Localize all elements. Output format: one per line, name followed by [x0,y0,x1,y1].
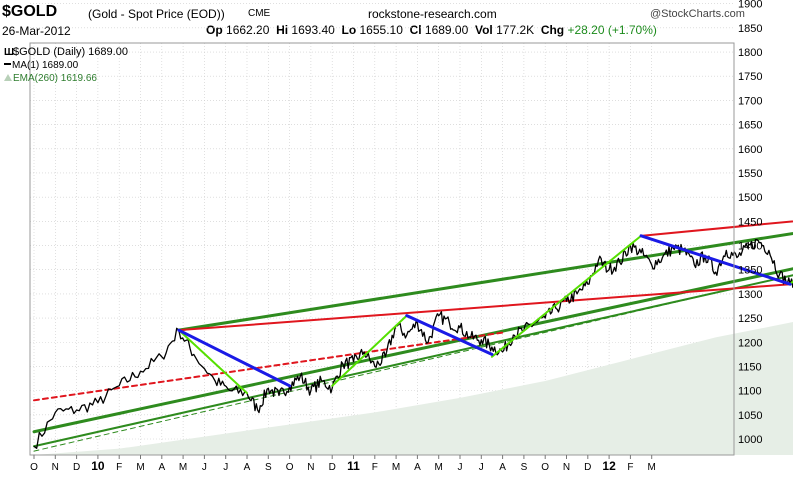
open-label: Op [206,23,223,37]
ema-area [34,322,793,455]
chart-date: 26-Mar-2012 [2,24,71,38]
y-tick-label: 1900 [738,0,762,11]
green_light-trend-line [177,329,248,395]
x-tick-label: N [563,462,570,473]
chg-value: +28.20 (+1.70%) [567,23,657,37]
vol-value: 177.2K [496,23,535,37]
legend-ma: MA(1) 1689.00 [12,60,79,71]
y-tick-label: 1500 [738,192,762,204]
x-tick-label: J [479,462,484,473]
trend-lines-front [177,234,793,395]
x-tick-label: M [136,462,144,473]
legend-glyph-icon: Ш [4,47,14,58]
y-tick-label: 1450 [738,216,762,228]
green_light-trend-line [331,314,408,387]
blue-trend-line [177,328,292,388]
exchange-label: CME [248,8,271,19]
y-tick-label: 1300 [738,289,762,301]
x-tick-label: F [627,462,633,473]
ema-fill [34,322,793,455]
y-axis: 1000 1050 1100 1150 1200 1250 1300 1350 1400 1450… [738,0,762,446]
x-tick-label: M [435,462,443,473]
red-trend-line [33,331,504,402]
green_light-trend-line [490,234,643,358]
x-tick-label: D [584,462,591,473]
x-tick-label: F [372,462,378,473]
low-value: 1655.10 [359,23,403,37]
y-tick-label: 1400 [738,241,762,253]
x-tick-label: A [414,462,421,473]
x-tick-label: J [458,462,463,473]
chart-ticker: $GOLD [2,3,58,20]
green_dark-trend-line [177,231,793,332]
y-tick-label: 1550 [738,168,762,180]
legend: Ш $GOLD (Daily) 1689.00 MA(1) 1689.00 EM… [4,46,128,84]
high-label: Hi [276,23,289,37]
y-tick-label: 1050 [738,410,762,422]
x-tick-label: J [202,462,207,473]
x-tick-label: M [648,462,656,473]
y-tick-label: 1700 [738,95,762,107]
y-tick-label: 1750 [738,71,762,83]
x-tick-label: 11 [347,459,360,473]
x-tick-label: O [30,462,38,473]
close-label: Cl [409,23,422,37]
chg-label: Chg [540,23,565,37]
y-tick-label: 1250 [738,313,762,325]
source-label: rockstone-research.com [368,7,497,21]
x-tick-label: A [499,462,506,473]
legend-main: $GOLD (Daily) 1689.00 [13,46,128,58]
x-tick-label: N [307,462,314,473]
y-tick-label: 1150 [738,361,762,373]
x-tick-label: O [541,462,549,473]
low-label: Lo [341,23,357,37]
x-tick-label: A [244,462,251,473]
green_dark-trend-line [33,274,793,452]
vol-label: Vol [474,23,493,37]
grid-lines [30,3,734,455]
x-tick-label: D [73,462,80,473]
open-value: 1662.20 [226,23,270,37]
x-tick-label: J [223,462,228,473]
trend-lines [32,220,793,452]
y-tick-label: 1650 [738,120,762,132]
x-tick-label: N [52,462,59,473]
x-tick-label: D [329,462,336,473]
x-tick-label: M [392,462,400,473]
y-tick-label: 1850 [738,23,762,35]
y-tick-label: 1350 [738,265,762,277]
stockcharts-credit: @StockCharts.com [650,8,745,20]
price-line [33,238,793,449]
plot-frame [29,42,735,456]
price-series [33,238,793,449]
blue-trend-line [639,234,792,286]
x-tick-label: S [521,462,528,473]
green_dark-trend-line [32,267,793,434]
close-value: 1689.00 [424,23,469,37]
red-trend-line [640,220,793,237]
red-trend-line [177,283,792,332]
y-tick-label: 1600 [738,144,762,156]
x-tick-label: 10 [91,459,105,473]
ohlc-readout: Op 1662.20 Hi 1693.40 Lo 1655.10 Cl 1689… [206,23,657,37]
y-tick-label: 1200 [738,337,762,349]
x-axis: O N D 10 F M A M J J A S O N D 11 F M A M J J A S O N D 12 F M [30,455,656,473]
x-tick-label: S [265,462,272,473]
x-tick-label: 12 [602,459,616,473]
blue-trend-line [405,314,494,356]
x-tick-label: O [286,462,294,473]
x-tick-label: M [179,462,187,473]
y-tick-label: 1800 [738,47,762,59]
x-tick-label: A [158,462,165,473]
high-value: 1693.40 [291,23,335,37]
legend-ema-icon [4,74,12,81]
y-tick-label: 1000 [738,434,762,446]
legend-ema: EMA(260) 1619.66 [13,73,97,84]
y-tick-label: 1100 [738,386,762,398]
chart-description: (Gold - Spot Price (EOD)) [88,7,225,21]
x-tick-label: F [116,462,122,473]
